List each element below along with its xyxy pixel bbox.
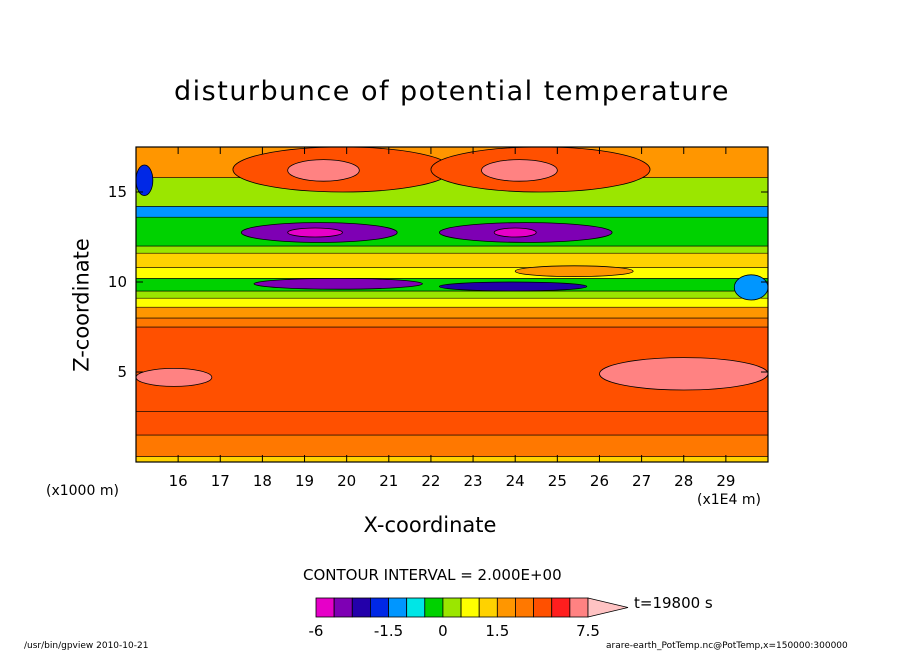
contour-interval-label: CONTOUR INTERVAL = 2.000E+00 <box>303 566 562 584</box>
chart-title: disturbunce of potential temperature <box>174 76 730 107</box>
colorbar-segment <box>442 597 462 618</box>
x-tick-label: 24 <box>506 472 525 490</box>
y-tick-label: 10 <box>108 273 127 291</box>
colorbar: -6 -1.5 0 1.5 7.5 <box>309 597 629 640</box>
contour-region <box>287 159 360 182</box>
colorbar-segment <box>406 597 426 618</box>
colorbar-tick-label: 7.5 <box>576 622 600 640</box>
contour-region <box>253 277 423 290</box>
x-tick-label: 16 <box>169 472 188 490</box>
x-tick-label: 17 <box>211 472 230 490</box>
contour-region <box>599 357 768 391</box>
contour-region <box>136 368 213 387</box>
colorbar-segment <box>569 597 589 618</box>
contour-band <box>136 206 768 218</box>
contour-region <box>481 159 558 182</box>
colorbar-segment <box>515 597 535 618</box>
axes: 16 17 18 19 20 21 22 23 24 25 26 27 28 29 5 10 15 <box>108 146 769 490</box>
contour-band <box>136 252 768 268</box>
contour-band <box>136 411 768 436</box>
x-tick-label: 27 <box>632 472 651 490</box>
x-tick-label: 19 <box>295 472 314 490</box>
x-tick-label: 25 <box>548 472 567 490</box>
contour-band <box>136 290 768 299</box>
x-tick-label: 21 <box>379 472 398 490</box>
time-label: t=19800 s <box>634 594 713 612</box>
x-axis-unit: (x1E4 m) <box>697 492 761 508</box>
colorbar-tick-label: 0 <box>438 622 448 640</box>
colorbar-segment <box>333 597 353 618</box>
x-axis-label: X-coordinate <box>363 513 497 537</box>
footer-left: /usr/bin/gpview 2010-10-21 <box>24 641 149 651</box>
contour-region <box>438 281 588 292</box>
x-tick-label: 26 <box>590 472 609 490</box>
contour-region <box>493 227 537 238</box>
y-axis-label: Z-coordinate <box>69 238 94 372</box>
x-tick-label: 23 <box>464 472 483 490</box>
colorbar-segment <box>551 597 571 618</box>
contour-band <box>136 306 768 319</box>
plot-frame <box>135 146 769 463</box>
colorbar-segment <box>369 597 389 618</box>
colorbar-segment <box>460 597 480 618</box>
colorbar-tick-label: -6 <box>309 622 324 640</box>
colorbar-segment <box>315 597 335 618</box>
contour-band <box>136 317 768 328</box>
contour-region <box>287 227 343 238</box>
y-axis-unit: (x1000 m) <box>46 483 119 499</box>
contour-region <box>136 164 154 196</box>
colorbar-segment <box>533 597 553 618</box>
colorbar-segment <box>478 597 498 618</box>
contour-band <box>136 456 768 462</box>
contour-band <box>136 245 768 254</box>
y-tick-label: 15 <box>108 183 127 201</box>
colorbar-segment <box>351 597 371 618</box>
colorbar-extend-arrow <box>587 597 629 618</box>
colorbar-segment <box>424 597 444 618</box>
contour-band <box>136 297 768 308</box>
x-tick-label: 22 <box>421 472 440 490</box>
colorbar-segment <box>388 597 408 618</box>
contour-band <box>136 434 768 457</box>
x-tick-label: 18 <box>253 472 272 490</box>
y-tick-label: 5 <box>117 363 127 381</box>
colorbar-tick-label: -1.5 <box>374 622 403 640</box>
colorbar-segment <box>496 597 516 618</box>
footer-right: arare-earth_PotTemp.nc@PotTemp,x=150000:… <box>606 641 848 651</box>
x-tick-label: 20 <box>337 472 356 490</box>
contour-region <box>733 274 768 301</box>
colorbar-tick-label: 1.5 <box>485 622 509 640</box>
x-tick-label: 29 <box>716 472 735 490</box>
plot-area <box>136 147 768 462</box>
x-tick-label: 28 <box>674 472 693 490</box>
contour-region <box>514 265 634 278</box>
contour-band <box>136 267 768 279</box>
